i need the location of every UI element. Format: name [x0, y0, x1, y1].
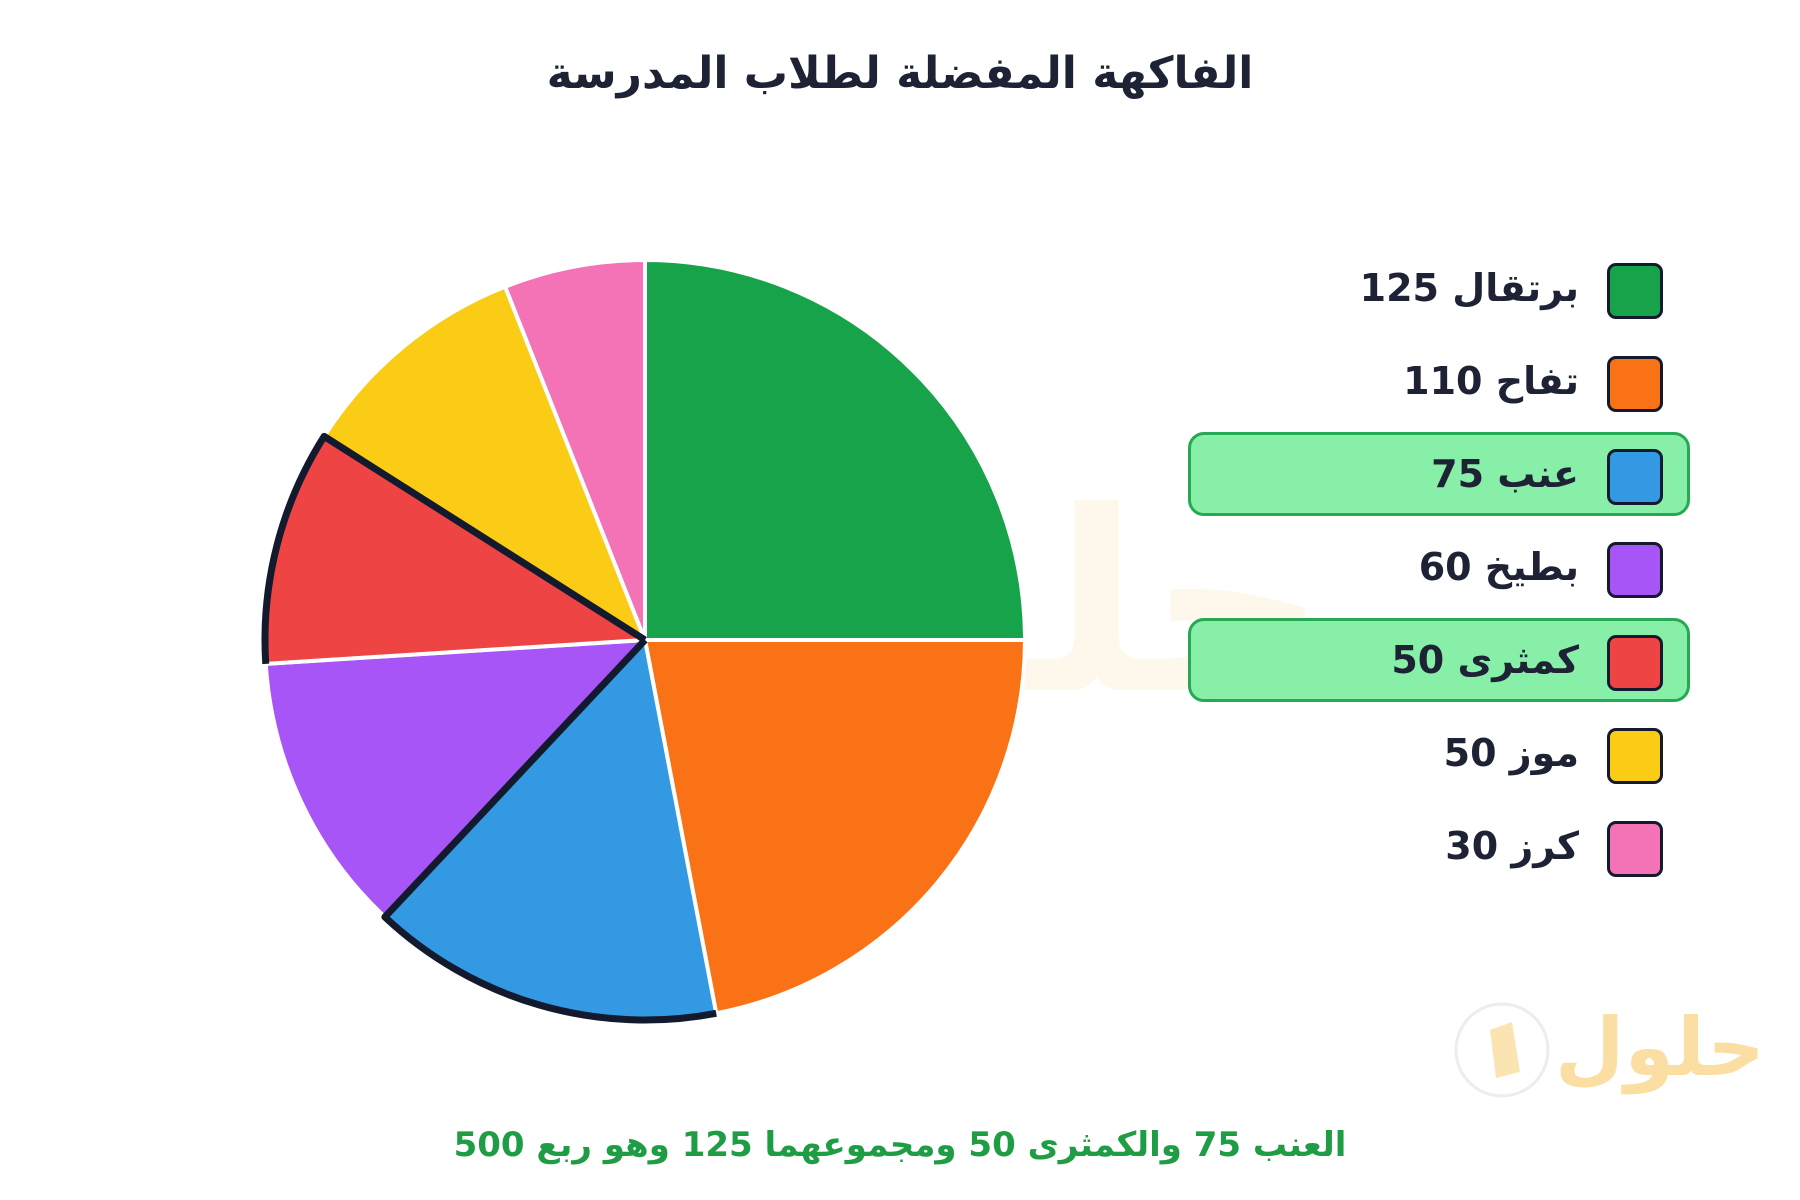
legend-item: عنب 75	[1188, 432, 1690, 516]
legend-label: بطيخ 60	[1418, 545, 1579, 589]
pie-slice-برتقال	[643, 258, 1027, 642]
pie-slice-تفاح	[643, 638, 1027, 1016]
legend-label: عنب 75	[1431, 452, 1579, 496]
legend-label: برتقال 125	[1359, 266, 1579, 310]
legend-label: كرز 30	[1445, 824, 1579, 868]
legend-swatch	[1607, 542, 1663, 598]
legend-swatch	[1607, 821, 1663, 877]
legend-item: موز 50	[1188, 711, 1690, 795]
pie-slice-كرز	[503, 258, 647, 642]
pie-slice-outline-عنب	[381, 637, 717, 1024]
pie-slice-موز	[322, 284, 647, 642]
watermark-corner-logo: حلول	[1454, 1001, 1765, 1098]
legend-swatch	[1607, 356, 1663, 412]
legend-label: تفاح 110	[1403, 359, 1579, 403]
legend-item: بطيخ 60	[1188, 525, 1690, 609]
legend-swatch	[1607, 635, 1663, 691]
legend-label: موز 50	[1443, 731, 1579, 775]
legend-item: كمثرى 50	[1188, 618, 1690, 702]
pie-slice-بطيخ	[263, 638, 647, 920]
legend-swatch	[1607, 263, 1663, 319]
svg-text:حلول: حلول	[1555, 1001, 1765, 1095]
pie-slice-outline-كمثرى	[261, 432, 647, 665]
legend-swatch	[1607, 449, 1663, 505]
legend-item: كرز 30	[1188, 804, 1690, 888]
legend-label: كمثرى 50	[1391, 638, 1579, 682]
legend-swatch	[1607, 728, 1663, 784]
chart-footnote: العنب 75 والكمثرى 50 ومجموعهما 125 وهو ر…	[453, 1125, 1347, 1165]
legend-item: برتقال 125	[1188, 246, 1690, 330]
legend-item: تفاح 110	[1188, 339, 1690, 423]
chart-title: الفاكهة المفضلة لطلاب المدرسة	[546, 48, 1254, 99]
